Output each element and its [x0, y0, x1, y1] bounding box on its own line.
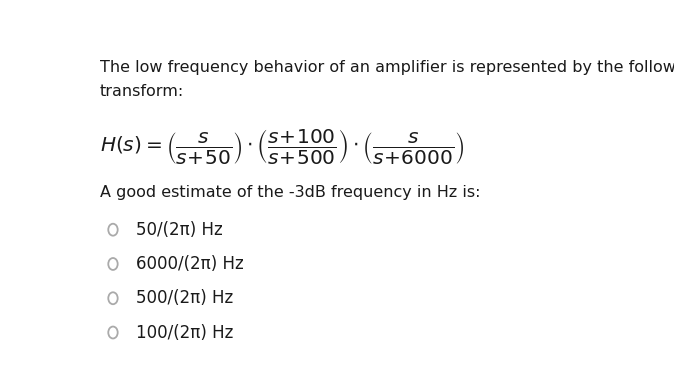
Text: 500/(2π) Hz: 500/(2π) Hz: [137, 289, 234, 307]
Text: 50/(2π) Hz: 50/(2π) Hz: [137, 221, 223, 239]
Text: A good estimate of the -3dB frequency in Hz is:: A good estimate of the -3dB frequency in…: [100, 185, 481, 200]
Text: The low frequency behavior of an amplifier is represented by the following Lapla: The low frequency behavior of an amplifi…: [100, 60, 674, 75]
Text: 6000/(2π) Hz: 6000/(2π) Hz: [137, 255, 244, 273]
Text: 100/(2π) Hz: 100/(2π) Hz: [137, 324, 234, 341]
Text: $H(s) = \left(\dfrac{s}{s\!+\!50}\right) \cdot \left(\dfrac{s\!+\!100}{s\!+\!500: $H(s) = \left(\dfrac{s}{s\!+\!50}\right)…: [100, 127, 464, 166]
Text: transform:: transform:: [100, 84, 184, 99]
